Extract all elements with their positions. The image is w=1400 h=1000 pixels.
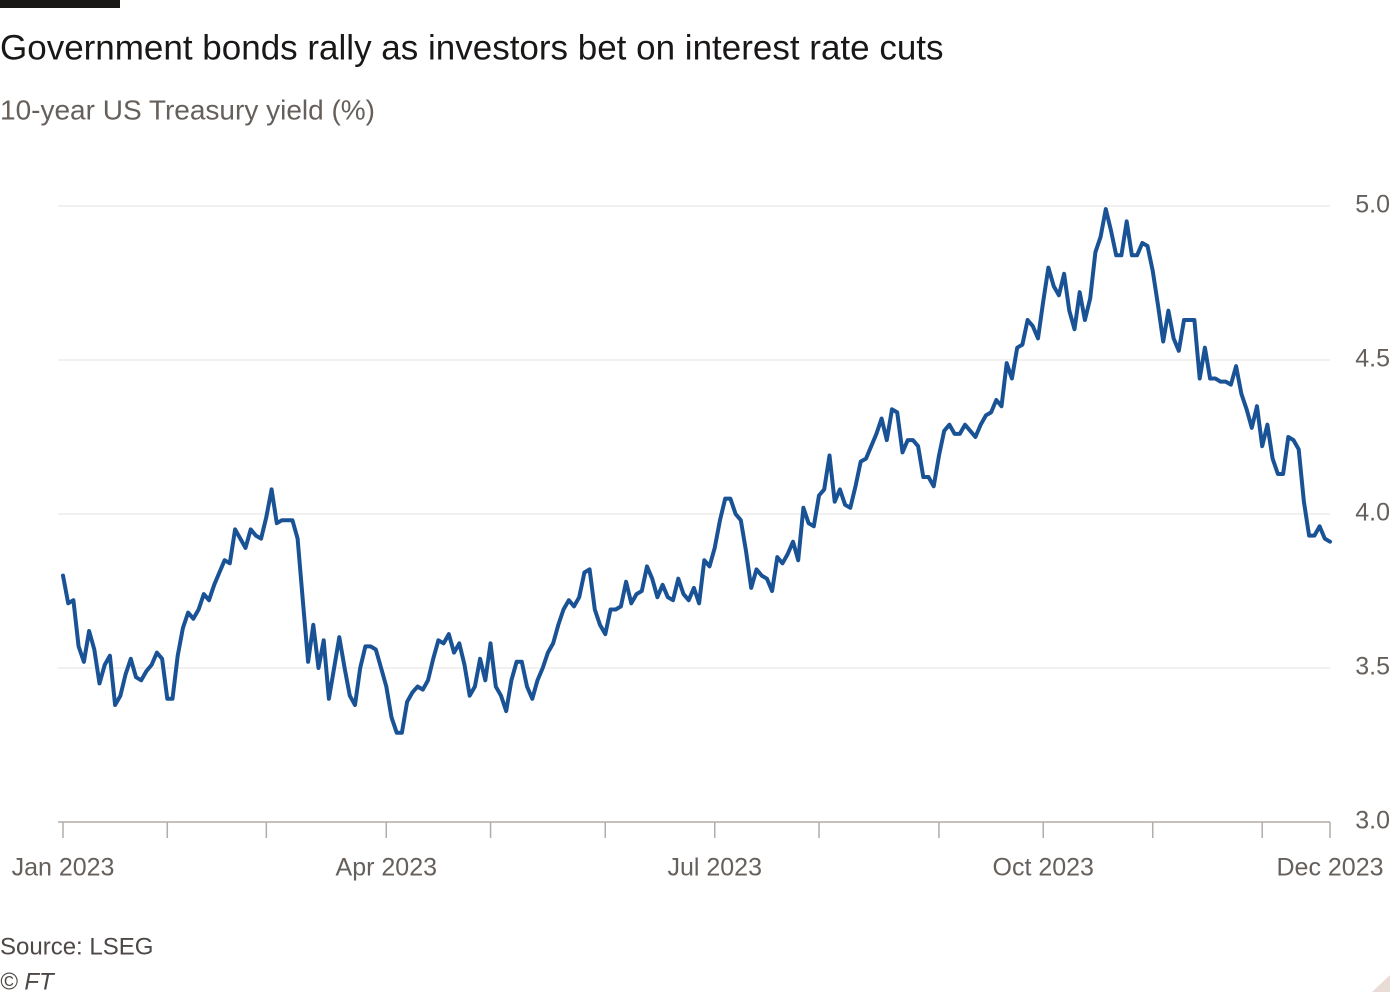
corner-mark (1372, 975, 1390, 992)
chart-title: Government bonds rally as investors bet … (0, 28, 944, 67)
x-tick-label: Jan 2023 (12, 854, 115, 882)
source: Source: LSEG (0, 933, 153, 960)
yield-line (61, 207, 1332, 735)
y-tick-label: 5.0 (1355, 191, 1390, 219)
x-tick-label: Dec 2023 (1276, 854, 1383, 882)
y-tick-label: 3.0 (1355, 807, 1390, 835)
brand-bar (0, 0, 120, 8)
y-tick-label: 3.5 (1355, 653, 1390, 681)
credit: © FT (0, 968, 56, 995)
x-tick-label: Jul 2023 (667, 854, 762, 882)
x-tick-label: Apr 2023 (336, 854, 437, 882)
y-tick-label: 4.0 (1355, 499, 1390, 527)
x-tick-label: Oct 2023 (993, 854, 1094, 882)
chart-subtitle: 10-year US Treasury yield (%) (0, 94, 375, 125)
y-tick-label: 4.5 (1355, 345, 1390, 373)
